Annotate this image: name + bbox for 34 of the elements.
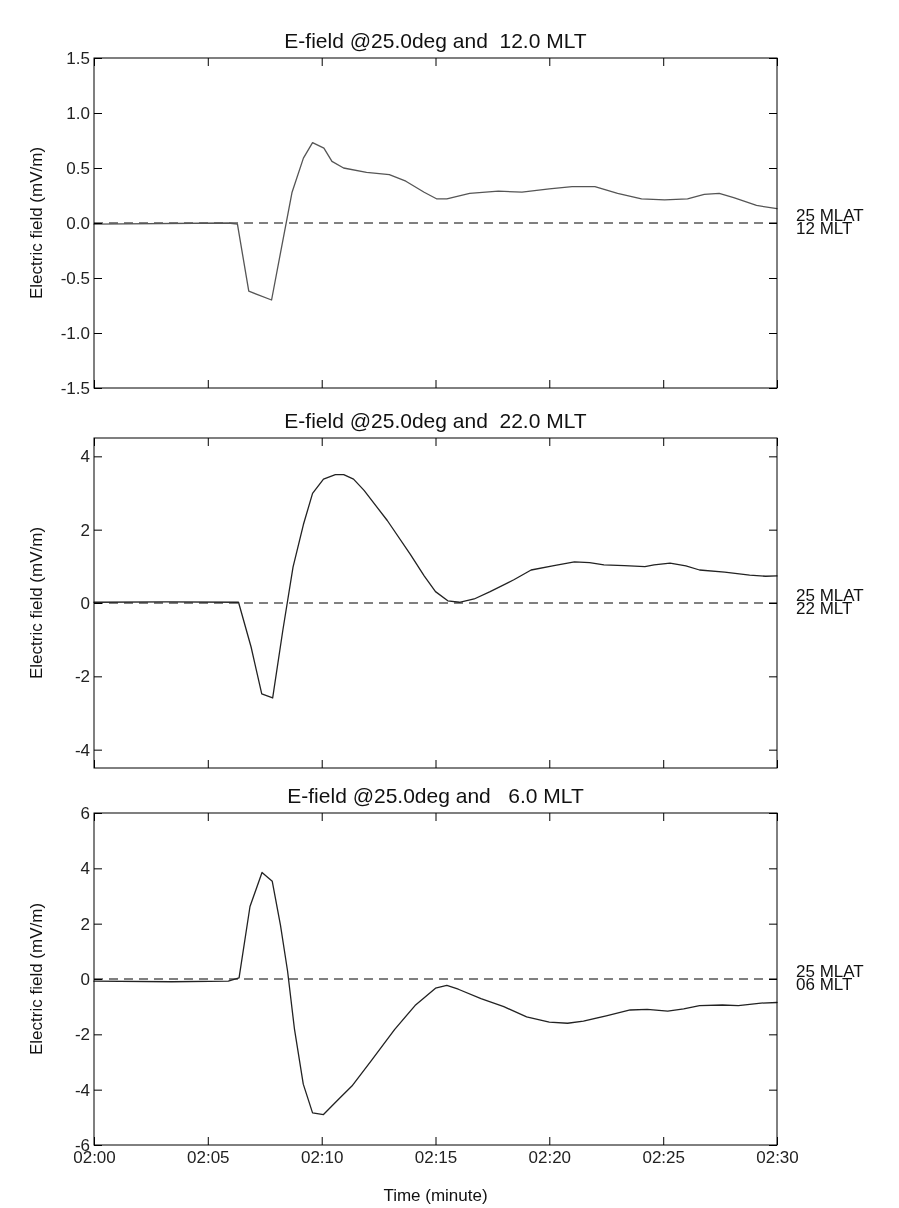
y-axis-title: Electric field (mV/m) xyxy=(27,526,46,680)
x-tick-label: 02:10 xyxy=(300,1148,344,1168)
x-tick-label: 02:15 xyxy=(414,1148,458,1168)
chart-title: E-field @25.0deg and 12.0 MLT xyxy=(284,29,587,52)
x-tick-label: 02:20 xyxy=(528,1148,572,1168)
x-tick-label: 02:05 xyxy=(187,1148,230,1168)
y-tick-label: 0.5 xyxy=(66,158,90,178)
y-tick-label: 2 xyxy=(80,520,90,540)
y-tick-label: -1.5 xyxy=(60,378,90,398)
y-tick-label: -4 xyxy=(74,740,90,760)
x-tick-label: 02:25 xyxy=(642,1148,685,1168)
line-series xyxy=(93,474,778,699)
y-tick-label: 4 xyxy=(80,859,90,879)
y-tick-label: 6 xyxy=(80,803,90,823)
x-axis-title: Time (minute) xyxy=(383,1186,488,1205)
y-axis-title: Electric field (mV/m) xyxy=(27,146,46,300)
y-tick-label: -1.0 xyxy=(60,323,90,343)
y-tick-label: -0.5 xyxy=(60,268,90,288)
y-tick-label: -2 xyxy=(74,1025,90,1045)
y-axis-title: Electric field (mV/m) xyxy=(27,902,46,1056)
y-tick-label: 0 xyxy=(80,969,90,989)
x-tick-label: 02:30 xyxy=(756,1148,799,1168)
y-tick-label: 4 xyxy=(80,447,90,467)
chart-title: E-field @25.0deg and 22.0 MLT xyxy=(284,409,587,432)
y-tick-label: 0.0 xyxy=(66,213,90,233)
y-tick-label: -4 xyxy=(74,1080,90,1100)
chart-title: E-field @25.0deg and 6.0 MLT xyxy=(287,784,584,807)
y-tick-label: 1.5 xyxy=(66,48,90,68)
line-series xyxy=(93,142,778,301)
y-tick-label: -2 xyxy=(74,667,90,687)
line-series xyxy=(93,871,778,1116)
y-tick-label: 0 xyxy=(80,593,90,613)
y-tick-label: 1.0 xyxy=(66,103,90,123)
y-tick-label: 2 xyxy=(80,914,90,934)
